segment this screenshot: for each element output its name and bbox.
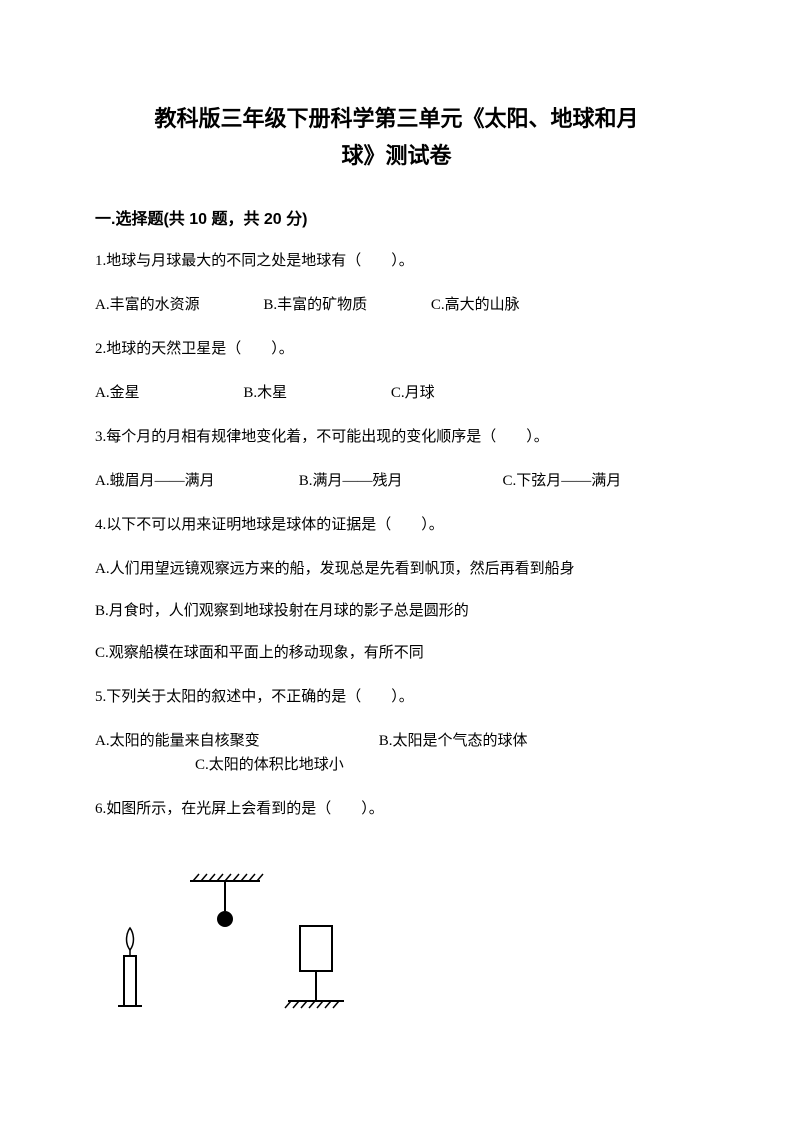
question-4: 4.以下不可以用来证明地球是球体的证据是（ ）。 (95, 513, 698, 537)
page-title: 教科版三年级下册科学第三单元《太阳、地球和月 球》测试卷 (95, 100, 698, 175)
q4-option-c: C.观察船模在球面和平面上的移动现象，有所不同 (95, 641, 698, 665)
question-2-options: A.金星 B.木星 C.月球 (95, 381, 698, 405)
question-2: 2.地球的天然卫星是（ ）。 (95, 337, 698, 361)
q2-option-c: C.月球 (391, 385, 435, 401)
question-6: 6.如图所示，在光屏上会看到的是（ ）。 (95, 797, 698, 821)
q4-option-b: B.月食时，人们观察到地球投射在月球的影子总是圆形的 (95, 599, 698, 623)
question-6-diagram (105, 841, 698, 1021)
question-3-options: A.蛾眉月——满月 B.满月——残月 C.下弦月——满月 (95, 469, 698, 493)
q5-option-b: B.太阳是个气态的球体 (379, 733, 528, 749)
q5-option-a: A.太阳的能量来自核聚变 (95, 729, 375, 753)
q3-option-a: A.蛾眉月——满月 (95, 469, 295, 493)
q1-option-a: A.丰富的水资源 (95, 293, 200, 317)
q1-option-b: B.丰富的矿物质 (263, 293, 367, 317)
question-4-options: A.人们用望远镜观察远方来的船，发现总是先看到帆顶，然后再看到船身 B.月食时，… (95, 557, 698, 665)
q2-option-a: A.金星 (95, 381, 140, 405)
question-1: 1.地球与月球最大的不同之处是地球有（ ）。 (95, 249, 698, 273)
question-3: 3.每个月的月相有规律地变化着，不可能出现的变化顺序是（ ）。 (95, 425, 698, 449)
q4-option-a: A.人们用望远镜观察远方来的船，发现总是先看到帆顶，然后再看到船身 (95, 557, 698, 581)
question-1-options: A.丰富的水资源 B.丰富的矿物质 C.高大的山脉 (95, 293, 698, 317)
diagram-svg (105, 841, 365, 1016)
section-header: 一.选择题(共 10 题，共 20 分) (95, 205, 698, 229)
title-line-1: 教科版三年级下册科学第三单元《太阳、地球和月 (154, 106, 638, 131)
q5-option-c: C.太阳的体积比地球小 (195, 753, 344, 777)
q3-option-c: C.下弦月——满月 (503, 473, 622, 489)
question-5: 5.下列关于太阳的叙述中，不正确的是（ ）。 (95, 685, 698, 709)
title-line-2: 球》测试卷 (341, 143, 451, 168)
question-5-options: A.太阳的能量来自核聚变 B.太阳是个气态的球体 C.太阳的体积比地球小 (95, 729, 698, 777)
q3-option-b: B.满月——残月 (299, 469, 499, 493)
q1-option-c: C.高大的山脉 (431, 297, 520, 313)
q2-option-b: B.木星 (243, 381, 287, 405)
